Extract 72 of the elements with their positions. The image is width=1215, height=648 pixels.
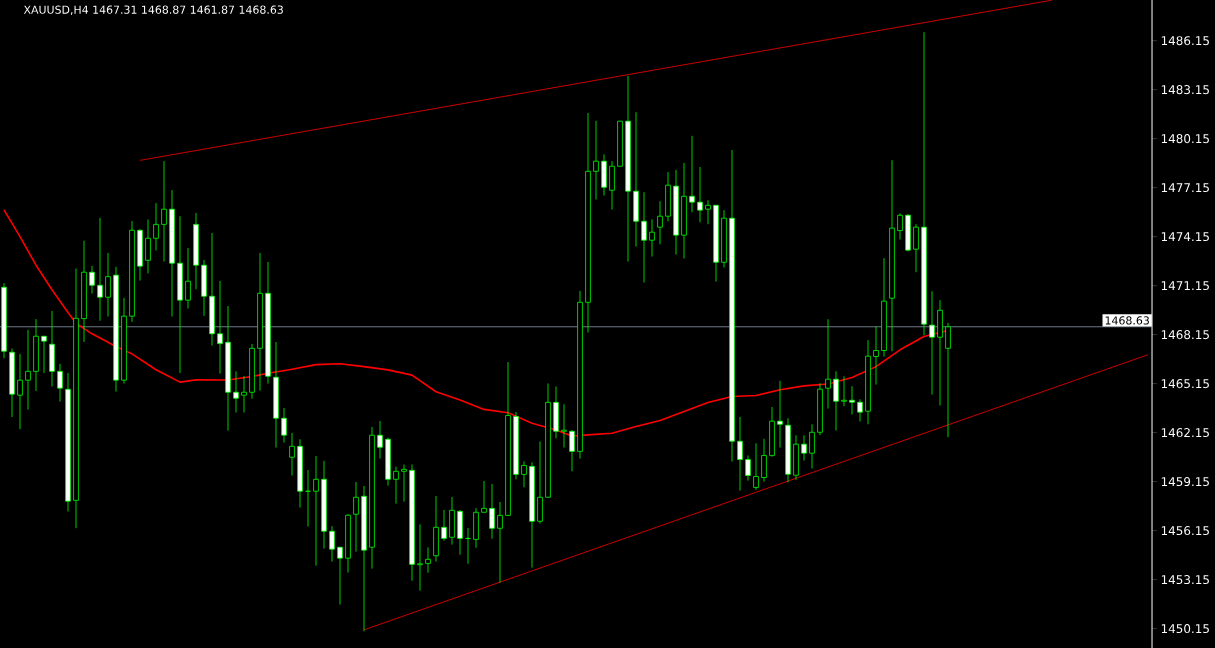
candlestick (281, 407, 287, 443)
candlestick (641, 191, 647, 283)
candlestick (481, 480, 487, 513)
candlestick (857, 398, 863, 422)
candlestick (873, 326, 879, 385)
candlestick (153, 202, 159, 251)
candlestick (689, 135, 695, 213)
candlestick (649, 218, 655, 257)
candlestick (289, 432, 295, 476)
y-tick-label: 1486.15 (1161, 36, 1209, 46)
candlestick (561, 403, 567, 449)
candlestick (57, 363, 63, 402)
candlestick (217, 280, 223, 375)
candlestick (777, 380, 783, 449)
candlestick (401, 464, 407, 503)
candlestick (521, 460, 527, 488)
candlestick (425, 547, 431, 574)
ref-line-label: 1468.63 (1105, 316, 1149, 325)
candlestick (161, 160, 167, 263)
candlestick (89, 265, 95, 295)
candlestick (737, 416, 743, 491)
candlestick (329, 525, 335, 563)
candlestick (337, 546, 343, 605)
candlestick (705, 199, 711, 225)
candlestick (569, 429, 575, 472)
candlestick (313, 455, 319, 567)
candlestick (241, 375, 247, 413)
candlestick (105, 252, 111, 317)
candlestick (657, 200, 663, 245)
candlestick (145, 219, 151, 274)
y-tick-label: 1462.15 (1161, 428, 1209, 438)
candlestick (41, 335, 47, 374)
candlestick (233, 370, 239, 413)
candlestick (25, 329, 31, 410)
y-tick-label: 1453.15 (1161, 575, 1209, 585)
candlestick (833, 370, 839, 431)
y-tick-label: 1471.15 (1161, 281, 1209, 291)
y-tick-label: 1450.15 (1161, 624, 1209, 634)
candlestick (97, 217, 103, 322)
candlestick (753, 442, 759, 491)
candlestick (593, 120, 599, 200)
chart-title: XAUUSD,H4 1467.31 1468.87 1461.87 1468.63 (23, 5, 283, 15)
candlestick (537, 441, 543, 524)
candlestick (897, 212, 903, 240)
y-tick-label: 1465.15 (1161, 379, 1209, 389)
y-tick-label: 1477.15 (1161, 183, 1209, 193)
candlestick (353, 481, 359, 553)
candlestick (185, 247, 191, 309)
candlestick (489, 483, 495, 540)
y-tick-label: 1483.15 (1161, 85, 1209, 95)
candlestick (913, 223, 919, 273)
candlestick (945, 322, 951, 438)
y-tick-label: 1468.15 (1161, 330, 1209, 340)
candlestick (809, 423, 815, 469)
y-tick-label: 1474.15 (1161, 232, 1209, 242)
candlestick (841, 375, 847, 407)
y-tick-label: 1480.15 (1161, 134, 1209, 144)
candlestick (825, 318, 831, 409)
candlestick (377, 420, 383, 459)
candlestick (697, 166, 703, 223)
candlestick (761, 438, 767, 482)
candlestick (17, 353, 23, 430)
candlestick (441, 509, 447, 542)
candlestick (929, 290, 935, 395)
y-tick-label: 1456.15 (1161, 526, 1209, 536)
candlestick (497, 501, 503, 584)
candlestick (801, 434, 807, 461)
y-tick-label: 1459.15 (1161, 477, 1209, 487)
candlestick (745, 455, 751, 482)
candlestick (417, 523, 423, 592)
candlestick (849, 385, 855, 415)
candlestick (393, 466, 399, 505)
